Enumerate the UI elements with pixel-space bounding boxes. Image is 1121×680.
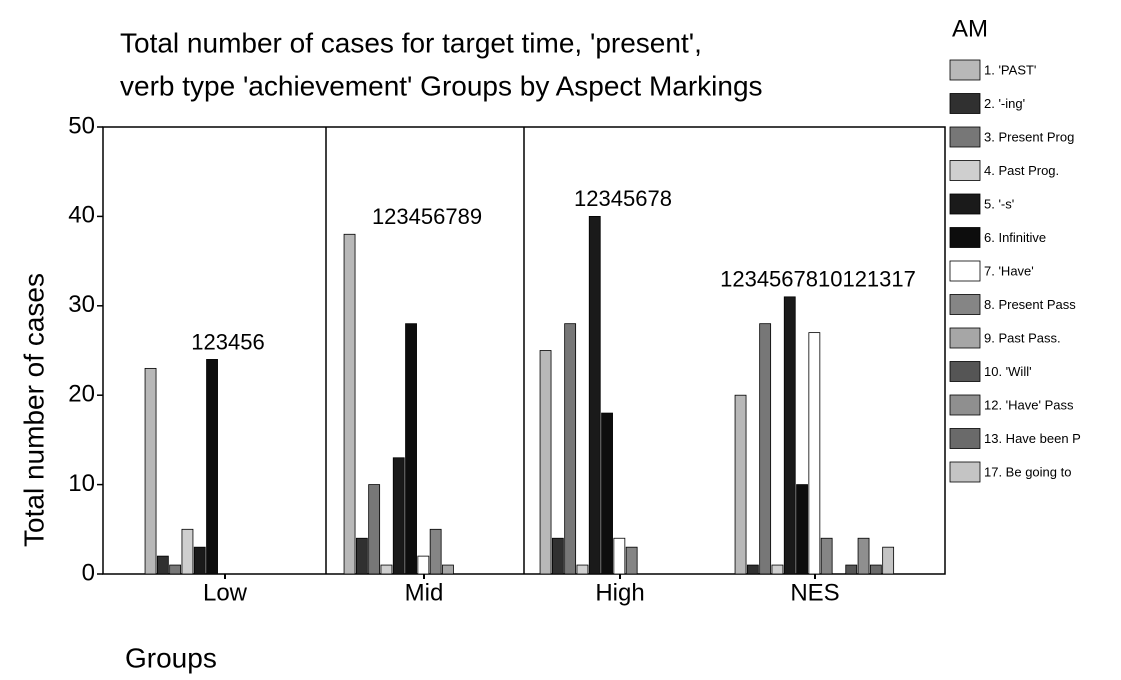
legend-swatch <box>949 193 981 215</box>
bar <box>882 546 895 575</box>
bar <box>206 359 218 575</box>
bar <box>588 215 601 575</box>
bar <box>564 323 577 575</box>
bar <box>613 537 626 575</box>
legend-swatch <box>949 327 981 349</box>
bar <box>417 555 430 575</box>
legend-swatch <box>949 461 981 483</box>
bar <box>734 394 747 575</box>
bar <box>355 537 368 575</box>
x-tick-label: Mid <box>405 579 444 606</box>
bar <box>601 412 613 575</box>
group-annotation: 1234567810121317 <box>720 267 916 292</box>
legend-swatch <box>949 394 981 416</box>
bar <box>625 546 638 575</box>
legend-label: 13. Have been P <box>984 431 1081 446</box>
y-tick-label: 20 <box>68 381 95 408</box>
legend-label: 10. 'Will' <box>984 364 1032 379</box>
legend-label: 1. 'PAST' <box>984 62 1036 77</box>
bar <box>576 564 589 575</box>
bar <box>392 457 405 575</box>
bar <box>169 564 182 575</box>
bar <box>869 564 882 575</box>
legend-label: 8. Present Pass <box>984 297 1076 312</box>
bar <box>820 537 833 575</box>
legend-label: 9. Past Pass. <box>984 330 1061 345</box>
legend-label: 2. '-ing' <box>984 96 1025 111</box>
legend-swatch <box>949 93 981 114</box>
bar <box>405 323 417 575</box>
bar <box>845 564 858 575</box>
bar <box>539 350 552 575</box>
legend-swatch <box>949 59 981 81</box>
bar <box>380 564 393 575</box>
group-annotation: 123456 <box>191 329 264 354</box>
y-axis-label: Total number of cases <box>18 273 49 547</box>
y-tick-label: 50 <box>68 112 95 139</box>
group-annotation: 123456789 <box>372 204 482 229</box>
legend-swatch <box>949 260 981 282</box>
bar <box>193 546 206 575</box>
bar <box>368 484 381 575</box>
chart-title: verb type 'achievement' Groups by Aspect… <box>120 70 763 101</box>
group-annotation: 12345678 <box>574 186 672 211</box>
bar <box>551 537 564 575</box>
bar <box>429 528 442 575</box>
legend-label: 12. 'Have' Pass <box>984 397 1074 412</box>
legend-label: 5. '-s' <box>984 196 1014 211</box>
y-tick-label: 30 <box>68 291 95 318</box>
y-tick-label: 0 <box>82 559 95 586</box>
y-tick-label: 40 <box>68 202 95 229</box>
legend-swatch <box>949 294 981 315</box>
x-tick-label: NES <box>790 579 839 606</box>
legend-label: 7. 'Have' <box>984 263 1034 278</box>
bar <box>796 484 808 575</box>
bar <box>808 332 821 575</box>
legend-label: 4. Past Prog. <box>984 163 1059 178</box>
bar <box>156 555 169 575</box>
bar <box>771 564 784 575</box>
legend-swatch <box>949 160 981 181</box>
bar <box>144 367 157 575</box>
legend-swatch <box>949 428 981 449</box>
y-tick-label: 10 <box>68 470 95 497</box>
legend-title: AM <box>952 15 988 42</box>
bar <box>343 233 356 575</box>
legend-swatch <box>949 227 981 248</box>
bar <box>857 537 870 575</box>
legend-swatch <box>949 126 981 148</box>
chart-title: Total number of cases for target time, '… <box>120 27 702 58</box>
bar <box>783 296 796 575</box>
legend-label: 6. Infinitive <box>984 230 1046 245</box>
x-axis-label: Groups <box>125 642 217 673</box>
x-tick-label: High <box>595 579 644 606</box>
legend-swatch <box>949 361 981 382</box>
bar <box>181 528 194 575</box>
bar <box>442 564 454 575</box>
bar <box>759 323 772 575</box>
legend-label: 17. Be going to <box>984 464 1071 479</box>
bar <box>746 564 759 575</box>
legend-label: 3. Present Prog <box>984 129 1074 144</box>
x-tick-label: Low <box>203 579 248 606</box>
